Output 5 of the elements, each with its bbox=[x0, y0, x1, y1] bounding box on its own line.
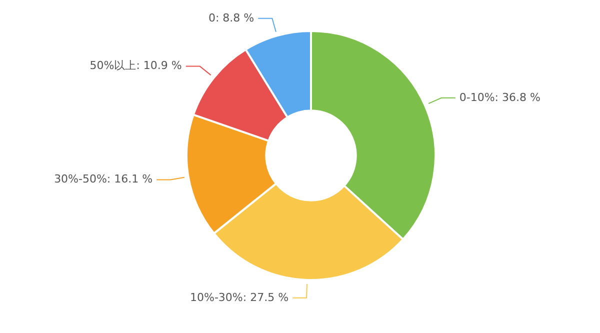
slice-label: 0-10%: 36.8 % bbox=[459, 90, 540, 104]
slice-label: 0: 8.8 % bbox=[208, 11, 254, 24]
slice-label: 30%-50%: 16.1 % bbox=[54, 172, 153, 186]
slice-label: 50%以上: 10.9 % bbox=[90, 59, 182, 72]
slice-label: 10%-30%: 27.5 % bbox=[190, 290, 289, 304]
